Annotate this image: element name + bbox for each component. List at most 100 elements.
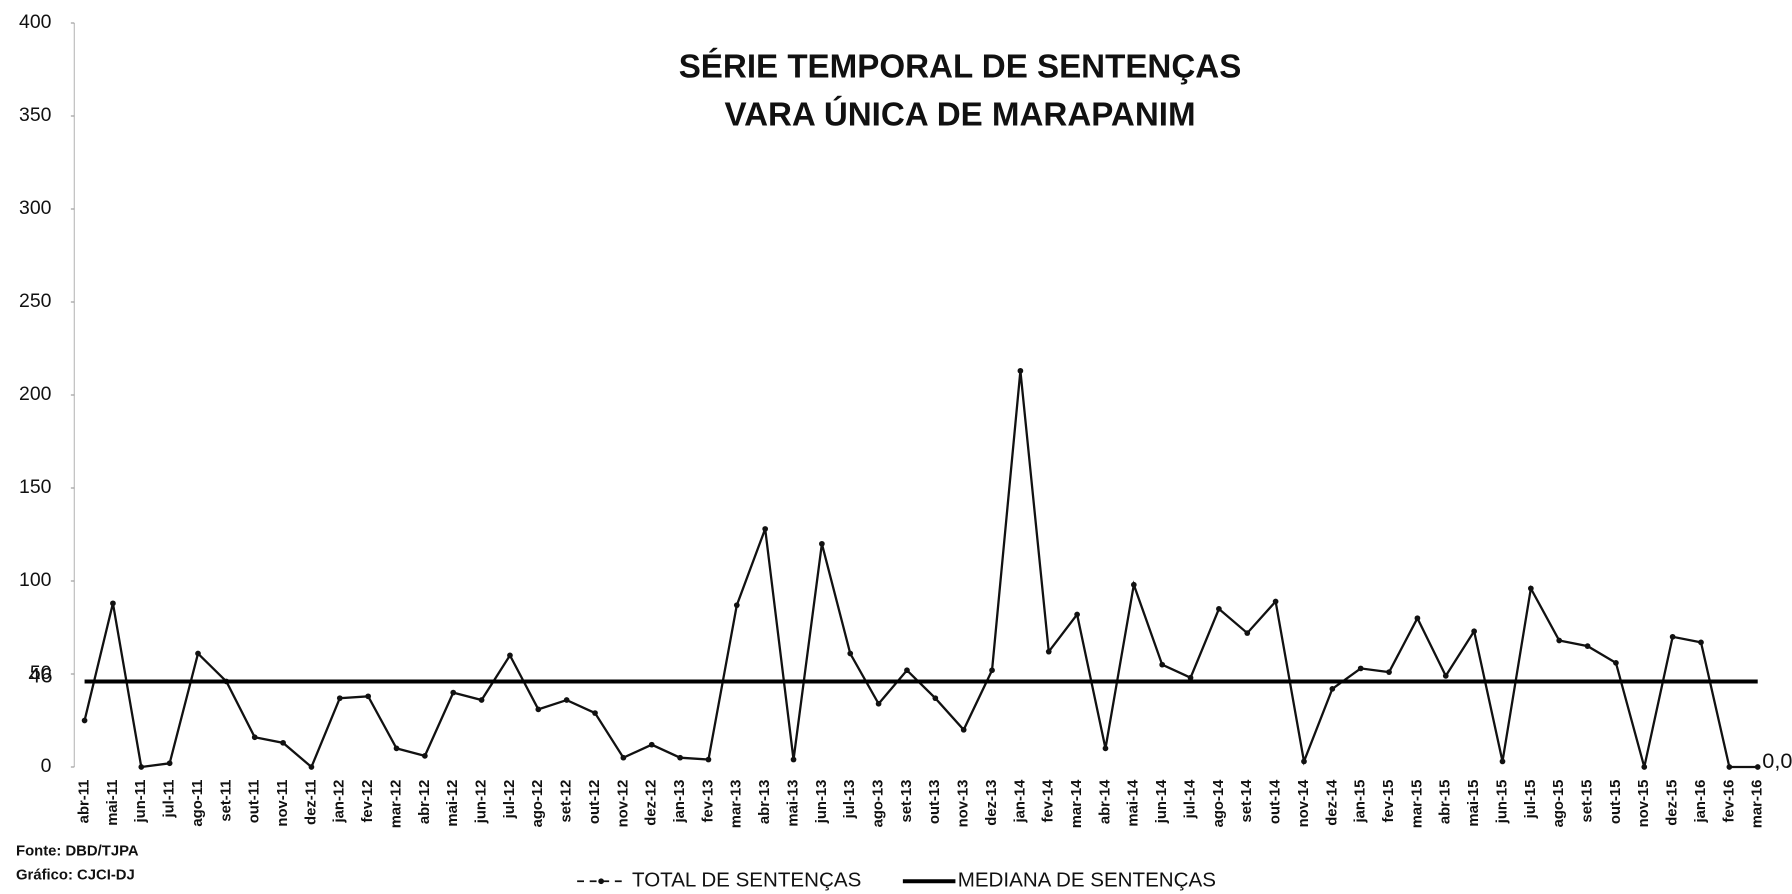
point <box>251 734 258 741</box>
y-tick-label: 400 <box>19 11 52 33</box>
y-tick-label: 300 <box>19 197 52 219</box>
point <box>1102 745 1109 752</box>
point <box>138 764 145 770</box>
chart-subtitle: VARA ÚNICA DE MARAPANIM <box>724 95 1195 133</box>
x-tick-label: jul-13 <box>842 780 858 820</box>
x-tick-label: mar-16 <box>1750 780 1766 829</box>
x-tick-label: ago-15 <box>1551 780 1567 828</box>
point <box>960 726 967 733</box>
point <box>166 760 173 767</box>
point <box>1187 674 1194 681</box>
point <box>110 600 116 607</box>
x-tick-label: set-11 <box>218 780 234 822</box>
point <box>1130 581 1137 588</box>
point <box>1499 758 1506 765</box>
point <box>1017 367 1024 374</box>
point <box>81 717 88 724</box>
x-tick-label: out-12 <box>587 780 603 825</box>
x-tick-label: mai-11 <box>105 780 121 826</box>
x-tick-label: nov-12 <box>615 780 631 828</box>
x-tick-label: fev-13 <box>700 780 716 823</box>
point <box>393 745 400 752</box>
point <box>592 710 598 716</box>
x-tick-label: ago-12 <box>530 780 546 828</box>
point <box>1471 628 1477 635</box>
point <box>450 689 457 696</box>
x-tick-label: abr-13 <box>757 780 773 825</box>
point <box>336 695 343 702</box>
point <box>819 540 825 547</box>
point <box>1641 764 1648 770</box>
x-tick-label: nov-14 <box>1296 779 1312 828</box>
x-tick-label: fev-16 <box>1721 780 1737 823</box>
x-tick-label: jul-14 <box>1182 779 1198 820</box>
x-tick-label: dez-13 <box>984 780 1000 826</box>
x-tick-label: jun-15 <box>1494 780 1510 825</box>
x-tick-label: set-12 <box>559 780 575 823</box>
chart-title: SÉRIE TEMPORAL DE SENTENÇAS <box>679 47 1242 85</box>
point <box>422 752 428 759</box>
point <box>932 695 939 702</box>
x-tick-label: nov-15 <box>1636 780 1652 828</box>
x-tick-label: set-14 <box>1239 779 1255 823</box>
x-tick-label: abr-14 <box>1097 779 1113 824</box>
x-tick-label: abr-11 <box>76 780 92 824</box>
x-tick-label: jun-12 <box>474 780 490 825</box>
point <box>1159 661 1166 668</box>
x-tick-label: ago-13 <box>871 780 887 828</box>
point <box>733 602 740 609</box>
x-tick-label: mar-15 <box>1409 780 1425 829</box>
total-line <box>83 370 1758 769</box>
point <box>1584 643 1591 649</box>
point <box>762 526 769 532</box>
y-tick-label: 250 <box>19 290 52 312</box>
x-tick-label: jun-13 <box>814 780 830 825</box>
point <box>535 706 542 713</box>
x-tick-label: out-11 <box>247 780 263 824</box>
point <box>1414 615 1421 622</box>
point <box>1669 633 1676 640</box>
point <box>1726 764 1733 770</box>
point <box>677 754 683 761</box>
point <box>280 739 286 746</box>
credit-note: Gráfico: CJCI-DJ <box>16 867 135 883</box>
x-tick-label: mar-13 <box>729 780 745 829</box>
x-tick-label: ago-11 <box>190 780 206 827</box>
legend-label: TOTAL DE SENTENÇAS <box>632 869 861 892</box>
point <box>1244 630 1251 636</box>
x-tick-label: mar-12 <box>388 780 404 829</box>
source-note: Fonte: DBD/TJPA <box>16 843 139 859</box>
point <box>705 756 712 763</box>
y-tick-label: 100 <box>19 569 52 591</box>
point <box>620 754 627 761</box>
point <box>1386 669 1392 675</box>
point <box>1556 637 1563 644</box>
x-tick-label: nov-11 <box>275 780 291 827</box>
x-tick-label: jun-14 <box>1154 779 1170 824</box>
x-tick-label: out-13 <box>927 780 943 825</box>
point <box>563 697 570 703</box>
x-tick-label: out-15 <box>1608 780 1624 825</box>
point <box>1329 686 1336 692</box>
x-tick-label: fev-15 <box>1381 780 1397 823</box>
y-tick-label: 150 <box>19 476 52 498</box>
x-tick-label: dez-12 <box>644 780 660 826</box>
y-tick-label: 200 <box>19 383 52 405</box>
data-label: 0,00 <box>1762 748 1792 773</box>
point <box>875 700 882 707</box>
point <box>1216 606 1222 612</box>
x-tick-label: mai-12 <box>445 780 461 827</box>
x-tick-label: set-15 <box>1579 780 1595 823</box>
point <box>1272 598 1279 605</box>
point <box>507 652 513 659</box>
point <box>1357 665 1364 672</box>
x-tick-label: jan-16 <box>1693 780 1709 824</box>
point <box>1754 764 1761 770</box>
point <box>904 667 910 674</box>
point <box>195 650 201 657</box>
y-tick-label: 50 <box>30 662 52 684</box>
point <box>1613 659 1619 666</box>
point <box>1045 648 1052 655</box>
